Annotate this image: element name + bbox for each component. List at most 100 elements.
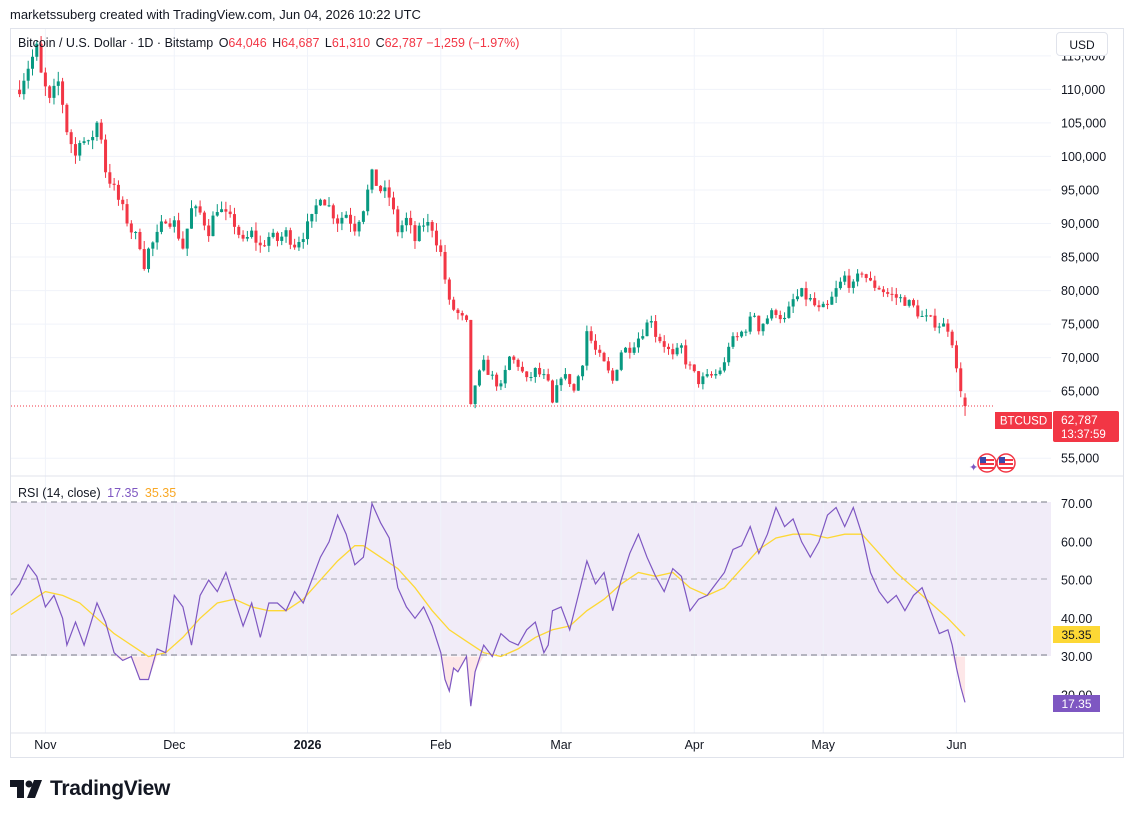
candle-body [301,239,305,243]
candle-body [838,281,842,289]
symbol-title[interactable]: Bitcoin / U.S. Dollar · 1D · Bitstamp [18,36,214,50]
candle-body [142,249,146,269]
chart-frame [10,28,1124,758]
low-label: L [324,36,332,50]
candle-body [86,140,90,142]
candle-body [778,314,782,320]
price-tag: BTCUSD 62,787 13:37:59 [995,411,1119,442]
time-axis-tick-label: May [811,738,835,752]
candle-body [765,318,769,324]
candle-body [374,169,378,186]
time-axis-tick-label: Apr [685,738,704,752]
candle-body [245,237,249,239]
candle-body [39,43,43,73]
rsi-ma-tag-box [1053,626,1100,643]
price-axis-tick-label: 55,000 [1061,452,1099,466]
time-axis-tick-label: Nov [34,738,57,752]
price-tag-value-box [1053,411,1119,442]
candle-body [920,315,924,317]
candle-body [426,222,430,226]
candle-body [95,122,99,138]
rsi-title[interactable]: RSI (14, close) [18,486,101,500]
candle-body [568,374,572,385]
time-axis[interactable]: Nov Dec 2026 Feb Mar Apr May Jun [34,738,966,752]
candle-body [727,346,731,363]
symbol-legend[interactable]: Bitcoin / U.S. Dollar · 1D · Bitstamp O6… [18,36,519,50]
candle-body [593,340,597,350]
candle-body [701,376,705,385]
candle-body [331,205,335,219]
candle-body [692,364,696,372]
candle-body [752,315,756,317]
rsi-legend[interactable]: RSI (14, close) 17.35 35.35 [18,486,176,500]
rsi-oversold-fill [453,656,458,672]
candle-body [602,352,606,362]
rsi-axis-tick-label: 50.00 [1061,574,1092,588]
rsi-oversold-fill [445,656,450,691]
candle-body [890,293,894,295]
candle-body [202,212,206,226]
candle-body [735,336,739,338]
candle-body [490,374,494,376]
candle-body [873,280,877,288]
sparkle-icon[interactable]: ✦ [969,462,978,474]
candle-body [465,315,469,320]
candle-body [684,345,688,365]
candle-body [795,296,799,300]
rsi-axis-tick-label: 30.00 [1061,650,1092,664]
candle-body [495,374,499,387]
candle-body [237,226,241,235]
candle-body [791,299,795,307]
rsi-pane [10,501,1051,707]
price-axis-tick-label: 75,000 [1061,318,1099,332]
candle-body [679,345,683,348]
candle-body [705,374,709,377]
candle-body [860,273,864,275]
candle-body [894,294,898,298]
candle-body [108,172,112,184]
candle-body [387,187,391,198]
candle-body [482,359,486,371]
candle-body [400,225,404,233]
price-plot-area[interactable] [11,29,1051,475]
candle-body [91,137,95,141]
open-label: O [218,36,229,50]
candle-body [336,218,340,224]
price-axis[interactable]: 55,000 65,000 70,000 75,000 80,000 85,000 90,0… [1061,49,1106,465]
candle-body [379,185,383,192]
candle-body [916,305,920,317]
candle-body [946,323,950,332]
candle-body [933,315,937,328]
candle-body [73,144,77,156]
candle-body [563,374,567,379]
price-axis-tick-label: 105,000 [1061,116,1106,130]
event-flags[interactable]: ✦ [969,453,1016,474]
candle-body [439,245,443,252]
candle-body [241,234,245,239]
candle-body [56,81,60,86]
candle-body [929,315,933,317]
candle-body [499,383,503,387]
candle-body [843,275,847,282]
candle-body [899,297,903,299]
candle-body [112,183,116,185]
candle-body [787,306,791,318]
rsi-oversold-fill [960,656,966,703]
candle-body [430,222,434,231]
us-flag-stripe [999,467,1013,469]
candle-body [864,274,868,278]
candle-body [606,361,610,371]
candle-body [447,279,451,300]
candle-body [104,139,108,173]
time-axis-tick-label: Mar [550,738,572,752]
candle-body [520,366,524,372]
currency-button[interactable]: USD [1056,32,1108,56]
candle-body [740,331,744,337]
candle-body [177,220,181,239]
tradingview-logo[interactable]: TradingView [10,776,170,802]
candle-body [69,132,73,145]
candle-body [722,362,726,371]
us-flag-stripe [980,467,994,469]
